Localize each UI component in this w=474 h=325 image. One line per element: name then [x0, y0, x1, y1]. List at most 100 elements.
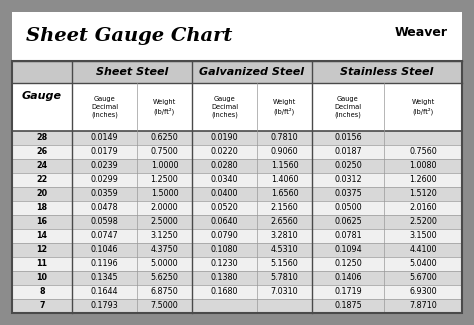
Text: Gauge
Decimal
(inches): Gauge Decimal (inches)	[211, 96, 238, 118]
Text: 0.0781: 0.0781	[334, 231, 362, 240]
Text: Gauge: Gauge	[22, 91, 62, 101]
Text: 7.8710: 7.8710	[409, 302, 437, 310]
Bar	[12, 12, 462, 60]
Bar	[12, 61, 462, 83]
Text: 0.0187: 0.0187	[334, 148, 362, 157]
Text: Weight
(lb/ft²): Weight (lb/ft²)	[411, 99, 435, 115]
Text: 1.4060: 1.4060	[271, 176, 298, 185]
Text: 0.0520: 0.0520	[210, 203, 238, 213]
Text: 20: 20	[36, 189, 47, 199]
Text: 5.7810: 5.7810	[271, 274, 298, 282]
Text: 3.1250: 3.1250	[151, 231, 178, 240]
Bar	[12, 159, 462, 173]
Bar	[12, 215, 462, 229]
Text: 0.1080: 0.1080	[211, 245, 238, 254]
Text: Sheet Steel: Sheet Steel	[96, 67, 168, 77]
Text: 0.7810: 0.7810	[271, 134, 298, 142]
Bar	[12, 173, 462, 187]
Text: 0.1230: 0.1230	[210, 259, 238, 268]
Text: 0.0239: 0.0239	[91, 162, 118, 171]
Text: 3.2810: 3.2810	[271, 231, 298, 240]
Text: Galvanized Steel: Galvanized Steel	[200, 67, 305, 77]
Text: 3.1500: 3.1500	[409, 231, 437, 240]
Text: 0.0500: 0.0500	[334, 203, 362, 213]
Text: 7: 7	[39, 302, 45, 310]
Text: 0.0179: 0.0179	[91, 148, 118, 157]
Text: 26: 26	[36, 148, 47, 157]
Bar	[12, 61, 462, 313]
Bar	[12, 285, 462, 299]
Bar	[12, 145, 462, 159]
Text: 10: 10	[36, 274, 47, 282]
Text: 1.2500: 1.2500	[151, 176, 178, 185]
Text: 0.1406: 0.1406	[334, 274, 362, 282]
Text: 0.0280: 0.0280	[210, 162, 238, 171]
Text: 12: 12	[36, 245, 47, 254]
Text: 0.6250: 0.6250	[151, 134, 178, 142]
Text: Gauge
Decimal
(inches): Gauge Decimal (inches)	[91, 96, 118, 118]
Text: 2.6560: 2.6560	[271, 217, 298, 227]
Text: Sheet Gauge Chart: Sheet Gauge Chart	[26, 27, 232, 45]
Text: 0.0149: 0.0149	[91, 134, 118, 142]
Text: 2.1560: 2.1560	[271, 203, 298, 213]
Text: 4.5310: 4.5310	[271, 245, 298, 254]
Text: 0.1345: 0.1345	[91, 274, 118, 282]
Text: 0.0156: 0.0156	[334, 134, 362, 142]
Text: 0.7500: 0.7500	[151, 148, 178, 157]
Text: 0.0299: 0.0299	[91, 176, 118, 185]
Text: 6.9300: 6.9300	[409, 288, 437, 296]
Text: 5.1560: 5.1560	[271, 259, 298, 268]
Text: 0.1046: 0.1046	[91, 245, 118, 254]
Text: 0.0250: 0.0250	[334, 162, 362, 171]
Text: 1.6560: 1.6560	[271, 189, 298, 199]
Text: 0.0625: 0.0625	[334, 217, 362, 227]
Text: 0.7560: 0.7560	[409, 148, 437, 157]
Text: 2.5200: 2.5200	[409, 217, 437, 227]
Text: 5.6250: 5.6250	[151, 274, 178, 282]
Text: 5.0400: 5.0400	[409, 259, 437, 268]
Text: 4.3750: 4.3750	[151, 245, 178, 254]
Text: 2.5000: 2.5000	[151, 217, 178, 227]
Text: 6.8750: 6.8750	[151, 288, 178, 296]
Text: 0.0747: 0.0747	[91, 231, 118, 240]
Text: 0.1196: 0.1196	[91, 259, 118, 268]
Text: 0.0312: 0.0312	[334, 176, 362, 185]
Bar	[12, 271, 462, 285]
Text: 0.1793: 0.1793	[91, 302, 118, 310]
Text: 0.0478: 0.0478	[91, 203, 118, 213]
Text: 1.0000: 1.0000	[151, 162, 178, 171]
Text: 0.1094: 0.1094	[334, 245, 362, 254]
Text: 0.0375: 0.0375	[334, 189, 362, 199]
Text: 0.1680: 0.1680	[211, 288, 238, 296]
Text: 0.0640: 0.0640	[211, 217, 238, 227]
Text: 7.0310: 7.0310	[271, 288, 298, 296]
Text: 11: 11	[36, 259, 47, 268]
Text: 4.4100: 4.4100	[409, 245, 437, 254]
Bar	[12, 257, 462, 271]
Text: Weight
(lb/ft²): Weight (lb/ft²)	[273, 99, 296, 115]
Text: 0.0359: 0.0359	[91, 189, 118, 199]
Text: Stainless Steel: Stainless Steel	[340, 67, 434, 77]
Text: 1.2600: 1.2600	[409, 176, 437, 185]
Text: 22: 22	[36, 176, 47, 185]
Bar	[12, 229, 462, 243]
Text: 14: 14	[36, 231, 47, 240]
Text: 0.0220: 0.0220	[210, 148, 238, 157]
Text: 0.0400: 0.0400	[211, 189, 238, 199]
Text: 1.0080: 1.0080	[409, 162, 437, 171]
Text: 16: 16	[36, 217, 47, 227]
Text: 2.0000: 2.0000	[151, 203, 178, 213]
Text: 24: 24	[36, 162, 47, 171]
Text: 0.1719: 0.1719	[334, 288, 362, 296]
Bar	[12, 201, 462, 215]
Bar	[12, 131, 462, 145]
Text: 0.9060: 0.9060	[271, 148, 298, 157]
Text: 0.0340: 0.0340	[211, 176, 238, 185]
Text: 18: 18	[36, 203, 47, 213]
Text: Weaver: Weaver	[395, 25, 448, 38]
Bar	[12, 83, 462, 131]
Text: 7.5000: 7.5000	[151, 302, 178, 310]
Text: 8: 8	[39, 288, 45, 296]
Text: 0.1380: 0.1380	[211, 274, 238, 282]
Text: 2.0160: 2.0160	[409, 203, 437, 213]
